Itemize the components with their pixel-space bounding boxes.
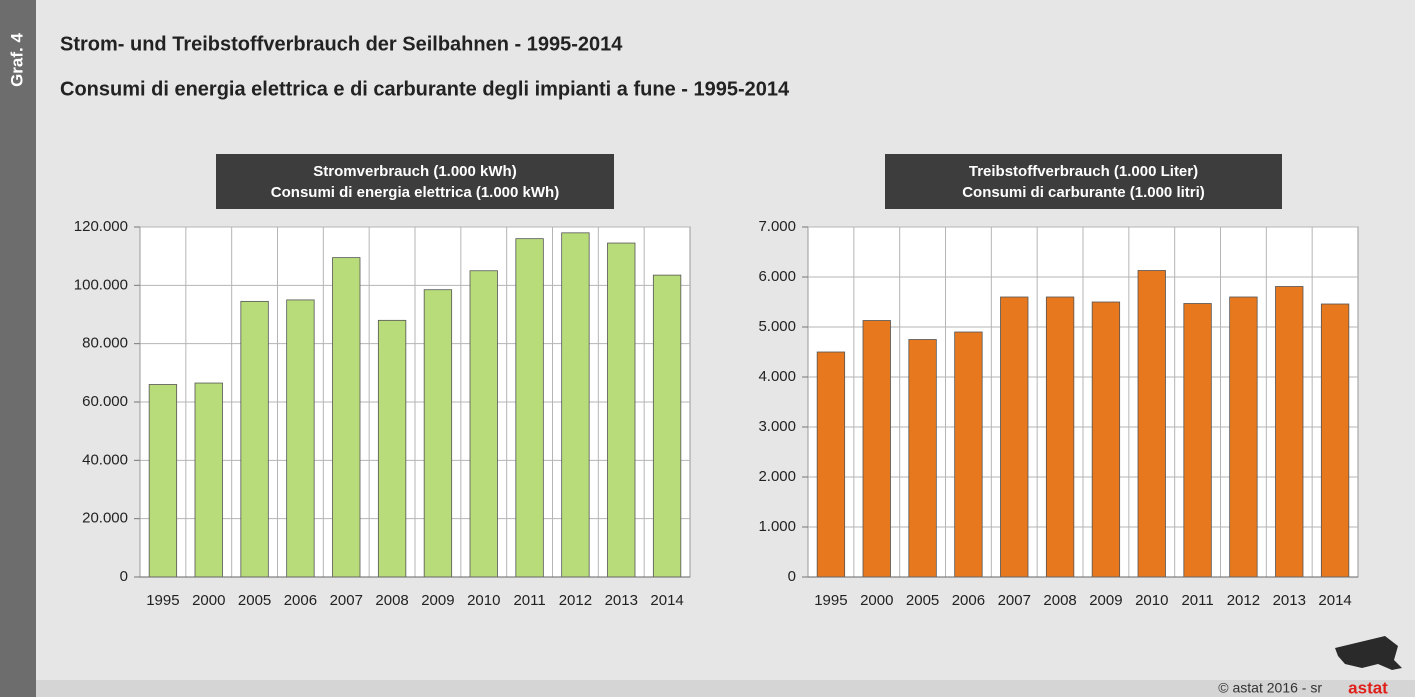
y-tick-label: 6.000 — [758, 268, 796, 285]
y-tick-label: 4.000 — [758, 368, 796, 385]
x-tick-label: 2000 — [192, 592, 225, 609]
x-tick-label: 2011 — [513, 592, 545, 609]
x-tick-label: 2011 — [1181, 592, 1213, 609]
bar — [652, 274, 682, 578]
x-tick-label: 1995 — [814, 592, 847, 609]
bar — [561, 232, 590, 578]
x-tick-label: 2012 — [559, 592, 592, 609]
y-tick-label: 1.000 — [758, 518, 796, 535]
x-tick-label: 2006 — [952, 592, 985, 609]
x-tick-label: 2010 — [467, 592, 500, 609]
x-tick-label: 2005 — [238, 592, 271, 609]
bar — [607, 242, 636, 578]
x-tick-label: 2009 — [1089, 592, 1122, 609]
chart-subtitle: Consumi di energia elettrica (1.000 kWh) — [271, 184, 559, 201]
bar — [908, 339, 937, 578]
x-tick-label: 1995 — [146, 592, 179, 609]
x-tick-label: 2008 — [1043, 592, 1076, 609]
x-tick-label: 2012 — [1227, 592, 1260, 609]
y-tick-label: 20.000 — [82, 510, 128, 527]
chart-title: Treibstoffverbrauch (1.000 Liter) — [969, 163, 1198, 180]
bar — [286, 299, 315, 578]
bar — [423, 289, 453, 578]
chart-title: Stromverbrauch (1.000 kWh) — [313, 163, 516, 180]
bar — [148, 384, 178, 578]
y-tick-label: 3.000 — [758, 418, 796, 435]
y-tick-label: 120.000 — [74, 218, 128, 235]
logo-shape — [1335, 636, 1402, 670]
figure-label: Graf. 4 — [7, 33, 26, 87]
bar — [1045, 296, 1075, 578]
bar — [816, 351, 846, 578]
x-tick-label: 2007 — [330, 592, 363, 609]
sidebar — [0, 0, 36, 697]
page-subtitle: Consumi di energia elettrica e di carbur… — [60, 78, 790, 100]
x-tick-label: 2009 — [421, 592, 454, 609]
y-tick-label: 7.000 — [758, 218, 796, 235]
y-tick-label: 2.000 — [758, 468, 796, 485]
x-tick-label: 2014 — [650, 592, 683, 609]
x-tick-label: 2010 — [1135, 592, 1168, 609]
title-box — [216, 154, 614, 209]
footer: © astat 2016 - sr — [1218, 680, 1322, 696]
x-tick-label: 2000 — [860, 592, 893, 609]
y-tick-label: 5.000 — [758, 318, 796, 335]
bar — [469, 270, 498, 578]
y-tick-label: 60.000 — [82, 393, 128, 410]
y-tick-label: 40.000 — [82, 451, 128, 468]
x-tick-label: 2007 — [998, 592, 1031, 609]
x-tick-label: 2014 — [1318, 592, 1351, 609]
bar — [1000, 296, 1029, 578]
title-box — [885, 154, 1282, 209]
x-tick-label: 2013 — [605, 592, 638, 609]
page-title: Strom- und Treibstoffverbrauch der Seilb… — [60, 33, 623, 55]
bar — [332, 257, 361, 578]
bar — [240, 300, 269, 578]
x-tick-label: 2008 — [375, 592, 408, 609]
x-tick-label: 2013 — [1273, 592, 1306, 609]
bar — [1275, 286, 1304, 578]
footer-bar — [36, 680, 1415, 697]
bar — [1229, 296, 1258, 578]
bar — [1183, 303, 1212, 578]
x-tick-label: 2005 — [906, 592, 939, 609]
y-tick-label: 80.000 — [82, 335, 128, 352]
y-tick-label: 0 — [120, 568, 128, 585]
logo: astat — [1348, 678, 1388, 697]
x-tick-label: 2006 — [284, 592, 317, 609]
bar — [1137, 270, 1166, 578]
y-tick-label: 0 — [788, 568, 796, 585]
bar — [1320, 303, 1350, 578]
bar — [1091, 301, 1121, 578]
bar — [515, 238, 544, 578]
y-tick-label: 100.000 — [74, 276, 128, 293]
bar — [194, 382, 223, 578]
bar — [954, 331, 983, 578]
bar — [862, 320, 891, 578]
bar — [377, 319, 407, 578]
chart-subtitle: Consumi di carburante (1.000 litri) — [962, 184, 1205, 201]
